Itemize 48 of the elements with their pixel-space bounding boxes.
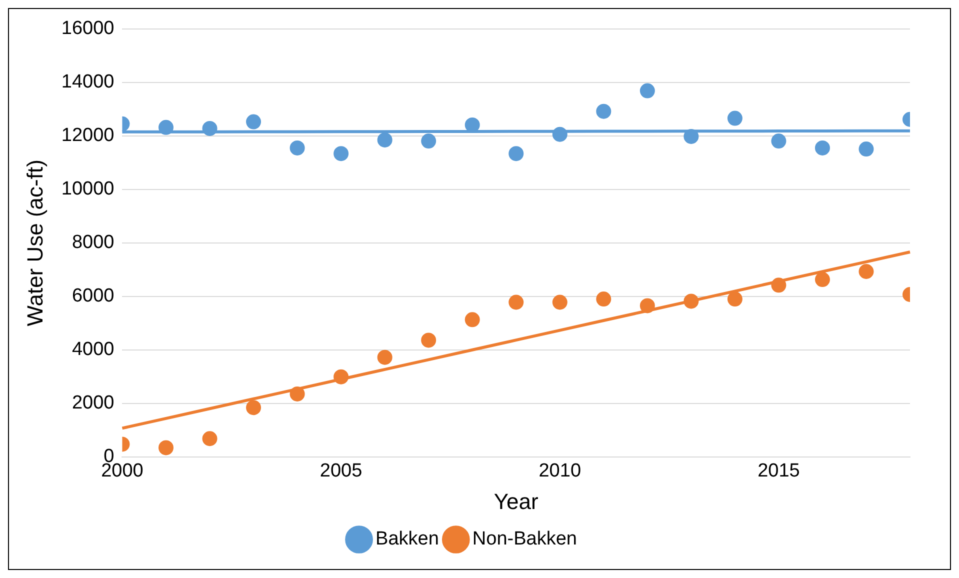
y-tick-label: 14000 (61, 72, 114, 93)
point (640, 83, 655, 98)
point (727, 110, 742, 126)
point (814, 272, 830, 288)
point (771, 134, 786, 149)
y-tick-label: 10000 (61, 178, 114, 200)
point (202, 431, 218, 446)
point (334, 369, 349, 384)
y-tick-label: 12000 (61, 125, 114, 146)
x-axis-title: Year (494, 488, 538, 514)
x-tick-label: 2015 (758, 460, 800, 482)
point (684, 128, 699, 144)
point (596, 292, 612, 307)
y-tick-label: 4000 (72, 339, 114, 360)
point (334, 146, 349, 162)
legend-label: Non-Bakken (472, 528, 577, 550)
point (464, 312, 480, 328)
point (377, 350, 392, 365)
point (202, 120, 218, 136)
point (552, 126, 568, 142)
point (640, 298, 655, 314)
point (814, 140, 830, 156)
point (290, 386, 305, 402)
point (552, 294, 568, 310)
point (290, 140, 305, 156)
point (246, 400, 262, 416)
point (727, 292, 742, 307)
point (246, 114, 262, 130)
point (158, 120, 174, 135)
y-tick-label: 16000 (61, 18, 114, 40)
y-tick-label: 2000 (72, 392, 114, 414)
point (858, 264, 874, 280)
x-tick-label: 2010 (538, 460, 582, 482)
legend-label: Bakken (376, 528, 439, 550)
point (421, 134, 436, 149)
point (508, 146, 524, 162)
point (858, 142, 874, 157)
y-axis-title: Water Use (ac-ft) (22, 160, 48, 326)
point (771, 278, 786, 293)
x-tick-label: 2005 (320, 460, 362, 482)
point (421, 332, 436, 348)
point (508, 294, 524, 310)
y-tick-label: 8000 (72, 232, 114, 254)
point (377, 132, 392, 148)
point (158, 440, 174, 456)
y-tick-label: 6000 (72, 286, 114, 307)
point (684, 294, 699, 309)
point (596, 104, 612, 119)
